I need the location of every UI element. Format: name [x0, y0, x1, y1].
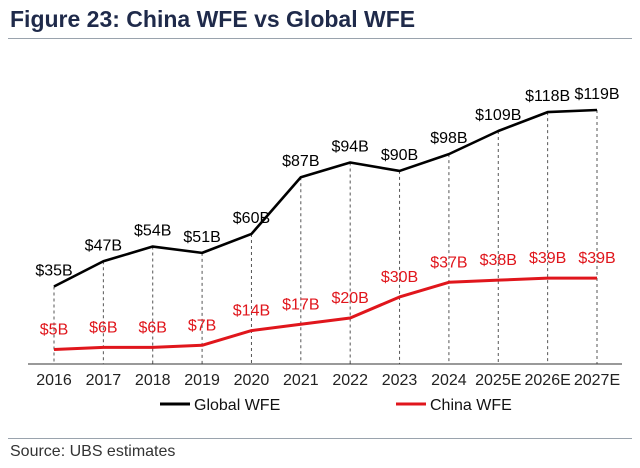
- global-label-2022: $94B: [331, 139, 368, 156]
- global-label-2026e: $118B: [525, 88, 570, 105]
- china-label-2018: $6B: [138, 319, 166, 336]
- global-label-2024: $98B: [430, 130, 467, 147]
- x-tick-2026e: 2026E: [525, 372, 571, 389]
- china-label-2022: $20B: [331, 290, 368, 307]
- china-label-2024: $37B: [430, 254, 467, 271]
- china-label-2025e: $38B: [480, 252, 517, 269]
- x-tick-2025e: 2025E: [475, 372, 521, 389]
- x-tick-2016: 2016: [36, 372, 72, 389]
- global-label-2025e: $109B: [475, 107, 521, 124]
- source-divider: [8, 438, 632, 439]
- global-label-2023: $90B: [381, 147, 418, 164]
- global-label-2017: $47B: [85, 237, 122, 254]
- global-label-2020: $60B: [233, 210, 270, 227]
- x-tick-2022: 2022: [332, 372, 368, 389]
- x-tick-2019: 2019: [184, 372, 220, 389]
- global-label-2018: $54B: [134, 223, 171, 240]
- china-label-2021: $17B: [282, 296, 319, 313]
- global-label-2021: $87B: [282, 153, 319, 170]
- china-label-2019: $7B: [188, 317, 216, 334]
- china-label-2026e: $39B: [529, 250, 566, 267]
- x-tick-2027e: 2027E: [574, 372, 620, 389]
- china-label-2020: $14B: [233, 303, 270, 320]
- x-axis-ticks: 2016 2017 2018 2019 2020 2021 2022 2023 2024 2025…: [36, 372, 620, 389]
- wfe-line-chart: $35B $47B $54B $51B $60B $87B $94B $90B $98B $109…: [28, 86, 622, 414]
- x-tick-2021: 2021: [283, 372, 319, 389]
- series-lines: [53, 108, 598, 351]
- x-tick-2023: 2023: [382, 372, 418, 389]
- china-wfe-line: [53, 276, 597, 351]
- x-tick-2020: 2020: [234, 372, 270, 389]
- source-note: Source: UBS estimates: [10, 443, 176, 460]
- global-label-2016: $35B: [35, 262, 72, 279]
- global-label-2019: $51B: [183, 229, 220, 246]
- title-divider: [8, 38, 632, 39]
- china-label-2017: $6B: [89, 319, 117, 336]
- legend-label-global: Global WFE: [194, 397, 280, 414]
- global-label-2027e: $119B: [574, 86, 619, 103]
- x-tick-2024: 2024: [431, 372, 467, 389]
- x-tick-2017: 2017: [86, 372, 122, 389]
- china-label-2023: $30B: [381, 269, 418, 286]
- x-tick-2018: 2018: [135, 372, 171, 389]
- legend: Global WFE China WFE: [160, 397, 512, 414]
- figure-title: Figure 23: China WFE vs Global WFE: [10, 6, 416, 32]
- legend-label-china: China WFE: [430, 397, 512, 414]
- data-labels: $35B $47B $54B $51B $60B $87B $94B $90B $98B $109…: [35, 86, 619, 338]
- global-wfe-line: [53, 108, 598, 288]
- china-label-2016: $5B: [40, 321, 68, 338]
- china-label-2027e: $39B: [578, 250, 615, 267]
